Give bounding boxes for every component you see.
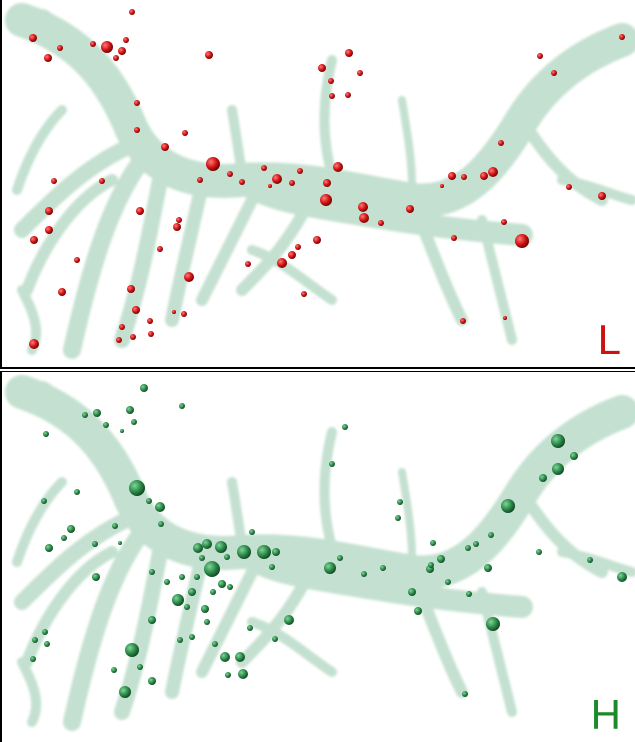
panel-h: H [0,371,635,742]
neuron-render-l [5,3,635,359]
marker-dots-l [29,9,625,349]
panel-l: L [0,0,635,369]
marker-dots-h [30,384,627,698]
dendrite-structure-h [5,375,635,731]
panel-label-h: H [590,691,621,738]
panel-label-l: L [597,316,621,363]
neuron-render-h [5,375,635,731]
